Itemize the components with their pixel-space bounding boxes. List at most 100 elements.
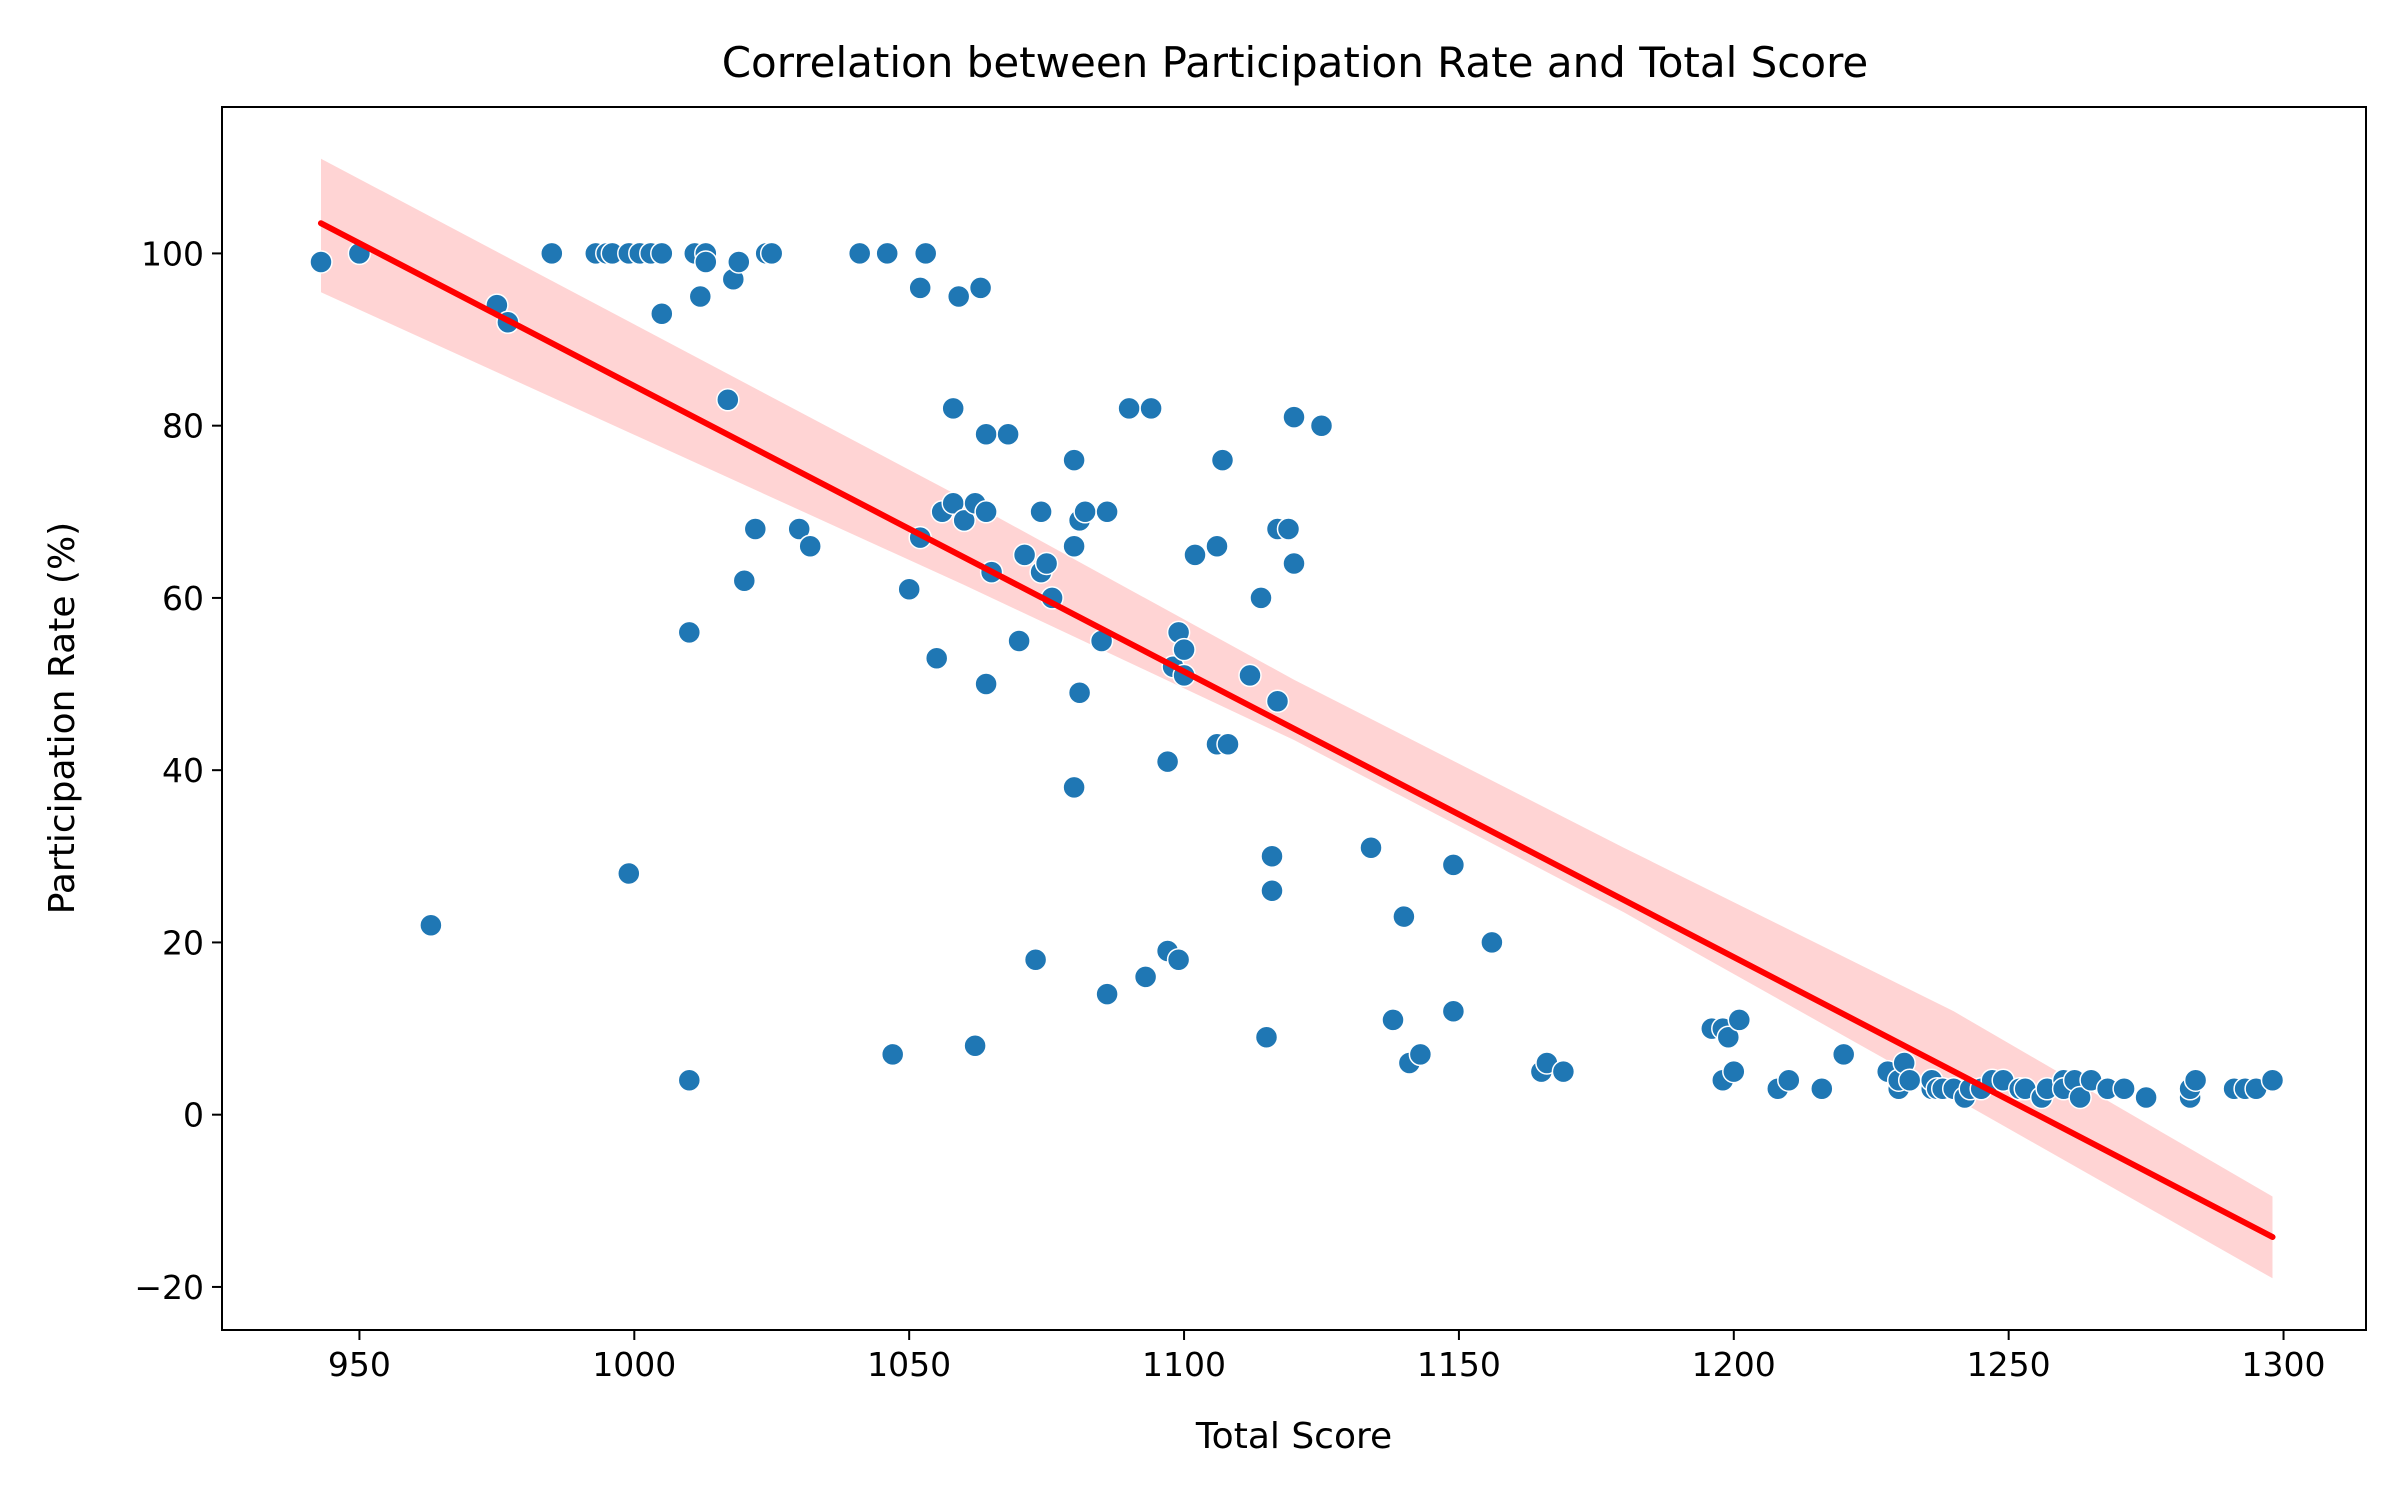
x-tick-label-1000: 1000 <box>592 1345 676 1384</box>
x-tick-label-1250: 1250 <box>1967 1345 2051 1384</box>
x-tick-label-1150: 1150 <box>1417 1345 1501 1384</box>
data-point-51 <box>1007 629 1031 653</box>
data-point-46 <box>974 422 998 447</box>
data-point-89 <box>1276 517 1301 541</box>
x-axis-ticks: 950 1000 1050 1100 1150 1200 1250 1300 <box>328 1330 2326 1384</box>
data-point-74 <box>1166 947 1191 972</box>
data-point-16 <box>677 1068 702 1092</box>
data-point-20 <box>694 250 718 274</box>
data-point-44 <box>963 1034 987 1058</box>
y-tick-label-80: 80 <box>162 407 204 446</box>
data-point-33 <box>897 577 921 602</box>
x-tick-label-950: 950 <box>328 1345 391 1384</box>
data-point-36 <box>913 241 938 266</box>
chart-title: Correlation between Participation Rate a… <box>722 38 1869 87</box>
data-point-58 <box>1062 448 1086 472</box>
data-point-67 <box>1117 396 1141 421</box>
data-point-39 <box>941 396 965 421</box>
data-point-94 <box>1381 1008 1405 1032</box>
data-point-14 <box>650 301 674 326</box>
data-point-93 <box>1359 835 1383 860</box>
confidence-band-layer <box>321 158 2273 1279</box>
data-point-77 <box>1183 543 1207 567</box>
y-axis-title: Participation Rate (%) <box>42 522 83 914</box>
data-point-70 <box>1155 749 1180 774</box>
data-point-21 <box>716 388 740 412</box>
data-point-50 <box>996 422 1020 447</box>
data-point-15 <box>677 620 702 645</box>
data-point-0 <box>309 250 333 274</box>
data-point-54 <box>1029 500 1053 524</box>
data-point-113 <box>1831 1042 1856 1067</box>
data-point-83 <box>1249 586 1273 610</box>
data-point-2 <box>419 913 443 937</box>
data-point-41 <box>946 284 971 309</box>
data-point-118 <box>1897 1068 1922 1092</box>
x-tick-label-1100: 1100 <box>1142 1345 1226 1384</box>
data-point-28 <box>787 517 811 541</box>
data-point-45 <box>968 276 993 300</box>
data-point-92 <box>1309 413 1334 438</box>
data-point-107 <box>1716 1025 1741 1049</box>
data-point-65 <box>1095 500 1119 524</box>
data-point-27 <box>759 241 784 266</box>
data-point-81 <box>1216 732 1240 757</box>
data-point-90 <box>1282 405 1306 429</box>
y-tick-label-20: 20 <box>162 923 204 962</box>
y-tick-label-0: 0 <box>183 1096 204 1135</box>
data-point-5 <box>540 241 564 266</box>
data-point-30 <box>847 241 872 266</box>
x-tick-label-1200: 1200 <box>1692 1345 1776 1384</box>
data-point-88 <box>1265 689 1290 714</box>
data-point-42 <box>952 508 976 533</box>
data-point-25 <box>743 517 768 541</box>
data-point-85 <box>1260 844 1284 869</box>
data-point-32 <box>880 1042 905 1067</box>
x-tick-label-1300: 1300 <box>2242 1345 2326 1384</box>
y-tick-label-60: 60 <box>162 579 204 618</box>
data-point-78 <box>1205 534 1229 558</box>
data-point-111 <box>1777 1068 1801 1092</box>
data-point-95 <box>1392 904 1416 929</box>
data-point-80 <box>1210 448 1235 472</box>
y-tick-label--20: −20 <box>134 1268 204 1307</box>
data-point-109 <box>1727 1008 1752 1032</box>
data-point-99 <box>1441 999 1466 1024</box>
data-point-69 <box>1139 396 1163 421</box>
data-point-52 <box>1012 543 1037 567</box>
y-tick-label-100: 100 <box>141 234 204 273</box>
data-point-62 <box>1067 680 1092 705</box>
data-point-48 <box>974 672 998 696</box>
data-point-112 <box>1810 1077 1834 1101</box>
data-point-108 <box>1722 1059 1746 1084</box>
data-point-10 <box>617 861 641 886</box>
data-point-23 <box>727 250 751 274</box>
data-point-29 <box>798 534 822 558</box>
data-point-53 <box>1023 947 1048 972</box>
data-point-143 <box>2183 1068 2208 1092</box>
y-tick-label-40: 40 <box>162 751 204 790</box>
data-point-59 <box>1062 534 1086 558</box>
confidence-band <box>321 158 2273 1279</box>
data-point-68 <box>1133 965 1158 989</box>
data-point-91 <box>1282 551 1306 576</box>
data-point-63 <box>1073 500 1097 524</box>
data-point-13 <box>650 241 674 266</box>
regression-line-layer <box>317 220 2276 1240</box>
data-point-100 <box>1480 930 1504 955</box>
plot-frame <box>221 106 2367 1331</box>
data-point-24 <box>732 568 757 593</box>
data-point-136 <box>2068 1085 2092 1110</box>
data-point-60 <box>1062 775 1086 800</box>
data-point-47 <box>974 500 998 524</box>
data-point-75 <box>1172 637 1196 662</box>
x-tick-label-1050: 1050 <box>867 1345 951 1384</box>
data-point-37 <box>924 646 949 670</box>
y-axis-ticks: −20 0 20 40 60 80 100 <box>134 234 222 1307</box>
data-point-147 <box>2260 1068 2285 1092</box>
data-point-34 <box>908 276 932 300</box>
data-point-98 <box>1441 853 1466 877</box>
regression-line <box>317 220 2276 1240</box>
